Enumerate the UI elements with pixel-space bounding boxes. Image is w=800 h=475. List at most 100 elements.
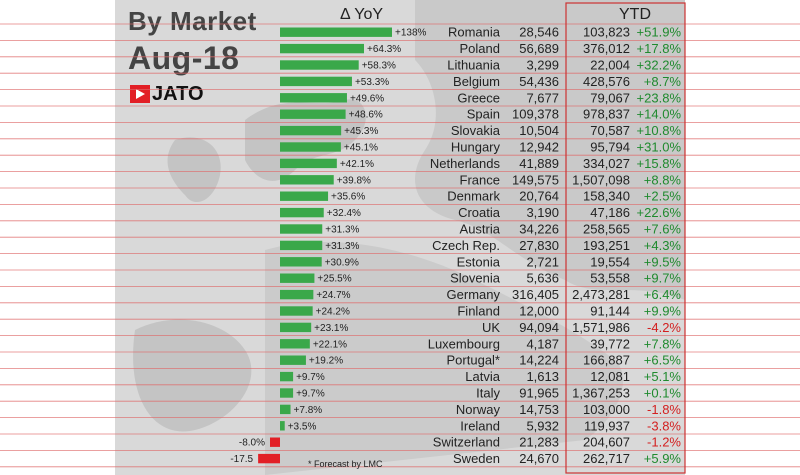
market-name: Denmark (447, 189, 500, 204)
yoy-bar (280, 43, 364, 54)
ytd-change: +6.4% (644, 287, 682, 302)
yoy-label: +58.3% (362, 61, 396, 72)
yoy-label: +49.6% (350, 93, 384, 104)
yoy-bar (280, 60, 359, 70)
yoy-label: +39.8% (337, 175, 371, 186)
yoy-label: +9.7% (296, 372, 325, 383)
aug-volume: 109,378 (512, 107, 559, 122)
market-name: Lithuania (447, 58, 501, 73)
ytd-change: -4.2% (647, 320, 681, 335)
aug-volume: 14,753 (519, 402, 559, 417)
aug-volume: 10,504 (519, 123, 559, 138)
ytd-change: +31.0% (637, 140, 682, 155)
market-name: Germany (447, 287, 501, 302)
ytd-volume: 262,717 (583, 451, 630, 466)
aug-volume: 20,764 (519, 189, 559, 204)
ytd-change: -1.8% (647, 402, 681, 417)
market-name: Czech Rep. (432, 238, 500, 253)
yoy-label: +32.4% (327, 208, 361, 219)
ytd-volume: 53,558 (590, 271, 630, 286)
yoy-bar (280, 109, 346, 119)
market-name: Estonia (457, 254, 501, 269)
yoy-bar (280, 289, 314, 300)
market-name: Croatia (458, 205, 501, 220)
market-name: Finland (457, 304, 500, 319)
yoy-bar (280, 224, 323, 234)
yoy-bar (280, 191, 329, 201)
ytd-volume: 91,144 (590, 304, 630, 319)
ytd-volume: 1,507,098 (572, 172, 630, 187)
ytd-change: +5.1% (644, 369, 682, 384)
yoy-label: -8.0% (239, 438, 265, 449)
ytd-volume: 158,340 (583, 189, 630, 204)
market-name: Greece (457, 90, 500, 105)
ytd-column-header: YTD (619, 6, 651, 23)
market-name: Austria (460, 222, 501, 237)
ytd-volume: 103,000 (583, 402, 630, 417)
europe-map-background (133, 0, 685, 475)
market-name: Romania (448, 25, 501, 40)
aug-volume: 316,405 (512, 287, 559, 302)
yoy-label: -17.5 (230, 454, 253, 465)
yoy-bar (280, 125, 342, 136)
yoy-bar (280, 371, 294, 382)
yoy-label: +42.1% (340, 159, 374, 170)
yoy-bar (258, 453, 280, 464)
yoy-label: +3.5% (288, 421, 317, 432)
ytd-change: +17.8% (637, 41, 682, 56)
yoy-bar (280, 421, 285, 431)
market-name: Latvia (465, 369, 500, 384)
footnote: * Forecast by LMC (308, 459, 383, 469)
yoy-label: +35.6% (331, 192, 365, 203)
ytd-change: +2.5% (644, 189, 682, 204)
yoy-bar (280, 257, 322, 267)
yoy-label: +31.3% (325, 241, 359, 252)
ytd-change: +51.9% (637, 25, 682, 40)
market-name: France (460, 172, 500, 187)
ytd-volume: 166,887 (583, 353, 630, 368)
aug-volume: 4,187 (526, 336, 559, 351)
ytd-change: +15.8% (637, 156, 682, 171)
yoy-label: +25.5% (317, 274, 351, 285)
ytd-volume: 12,081 (590, 369, 630, 384)
ytd-change: +9.7% (644, 271, 682, 286)
ytd-change: +9.5% (644, 254, 682, 269)
ytd-volume: 1,367,253 (572, 386, 630, 401)
yoy-label: +19.2% (309, 356, 343, 367)
ytd-volume: 1,571,986 (572, 320, 630, 335)
ytd-change: +6.5% (644, 353, 682, 368)
yoy-bar (280, 27, 392, 37)
ytd-change: +8.8% (644, 172, 682, 187)
ytd-volume: 103,823 (583, 25, 630, 40)
aug-volume: 5,636 (526, 271, 559, 286)
yoy-label: +64.3% (367, 44, 401, 55)
aug-volume: 1,613 (526, 369, 559, 384)
yoy-bar (280, 388, 294, 398)
ytd-volume: 204,607 (583, 435, 630, 450)
aug-volume: 7,677 (526, 90, 559, 105)
yoy-bar (280, 306, 313, 316)
yoy-bar (280, 76, 352, 87)
ytd-change: +32.2% (637, 58, 682, 73)
ytd-change: -3.8% (647, 418, 681, 433)
yoy-label: +45.3% (344, 126, 378, 137)
yoy-bar (280, 355, 306, 365)
ytd-change: +7.6% (644, 222, 682, 237)
yoy-bar (280, 93, 347, 103)
aug-volume: 14,224 (519, 353, 559, 368)
yoy-label: +22.1% (313, 339, 347, 350)
yoy-label: +7.8% (294, 405, 323, 416)
aug-volume: 41,889 (519, 156, 559, 171)
yoy-bar (280, 207, 324, 218)
yoy-label: +45.1% (344, 143, 378, 154)
yoy-label: +24.7% (316, 290, 350, 301)
ytd-volume: 39,772 (590, 336, 630, 351)
aug-volume: 94,094 (519, 320, 559, 335)
aug-volume: 3,190 (526, 205, 559, 220)
yoy-label: +31.3% (325, 225, 359, 236)
market-name: Ireland (460, 418, 500, 433)
aug-volume: 12,000 (519, 304, 559, 319)
aug-volume: 2,721 (526, 254, 559, 269)
